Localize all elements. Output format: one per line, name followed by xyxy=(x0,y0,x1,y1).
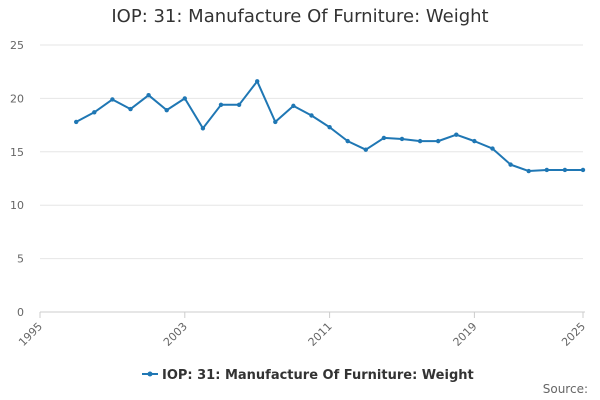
data-point[interactable] xyxy=(526,168,531,174)
chart-title: IOP: 31: Manufacture Of Furniture: Weigh… xyxy=(111,6,489,27)
x-tick-label: 1995 xyxy=(16,320,45,349)
x-tick-label: 2003 xyxy=(161,320,190,349)
legend-series-label: IOP: 31: Manufacture Of Furniture: Weigh… xyxy=(162,368,474,383)
data-point[interactable] xyxy=(417,138,423,144)
x-tick-labels: 1995 2003 2011 2019 2025 xyxy=(16,320,588,349)
data-point[interactable] xyxy=(146,92,151,98)
data-point[interactable] xyxy=(128,106,133,112)
y-tick-label: 20 xyxy=(10,92,24,105)
x-tick-label: 2025 xyxy=(559,320,588,349)
data-point[interactable] xyxy=(74,119,79,125)
data-point[interactable] xyxy=(327,125,332,130)
legend[interactable]: IOP: 31: Manufacture Of Furniture: Weigh… xyxy=(142,368,474,383)
data-point[interactable] xyxy=(236,102,242,108)
y-tick-label: 15 xyxy=(10,146,24,159)
data-point[interactable] xyxy=(164,107,169,113)
y-tick-label: 0 xyxy=(17,306,24,319)
axes xyxy=(39,311,585,318)
data-point[interactable] xyxy=(399,136,405,142)
x-tick-label: 2011 xyxy=(306,320,335,349)
y-tick-label: 5 xyxy=(17,253,24,266)
data-point[interactable] xyxy=(508,162,513,167)
data-point[interactable] xyxy=(218,102,224,108)
data-point[interactable] xyxy=(182,96,187,101)
data-point[interactable] xyxy=(381,135,387,141)
series-layer xyxy=(74,79,586,174)
data-point[interactable] xyxy=(92,110,97,115)
x-tick-label: 2019 xyxy=(451,320,480,349)
data-point[interactable] xyxy=(255,79,260,84)
data-point[interactable] xyxy=(345,138,350,144)
legend-series-marker xyxy=(147,371,153,377)
y-tick-label: 10 xyxy=(10,199,24,212)
data-point[interactable] xyxy=(273,119,278,125)
data-point[interactable] xyxy=(363,147,368,152)
data-point[interactable] xyxy=(110,97,115,102)
grid-lines xyxy=(40,44,583,260)
y-tick-labels: 0 5 10 15 20 25 xyxy=(10,39,24,319)
data-point[interactable] xyxy=(580,167,586,173)
y-tick-label: 25 xyxy=(10,39,24,52)
data-point[interactable] xyxy=(309,113,314,118)
data-point[interactable] xyxy=(454,132,459,137)
data-point[interactable] xyxy=(490,146,495,151)
data-point[interactable] xyxy=(291,103,296,109)
data-point[interactable] xyxy=(472,138,477,144)
data-point[interactable] xyxy=(544,167,549,173)
data-point[interactable] xyxy=(562,167,568,173)
source-label: Source: xyxy=(542,382,588,396)
data-point[interactable] xyxy=(436,138,441,144)
data-point[interactable] xyxy=(200,126,206,131)
